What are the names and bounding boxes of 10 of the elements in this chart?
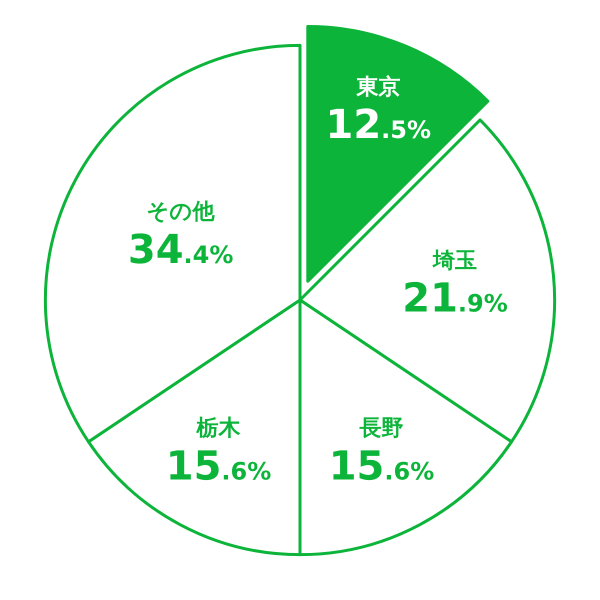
data-label: 34.4% xyxy=(128,226,234,273)
data-label: 15.6% xyxy=(166,443,272,490)
slice-label: 東京 xyxy=(355,74,400,100)
data-label: 21.9% xyxy=(402,275,508,322)
data-label: 12.5% xyxy=(325,102,432,148)
slice-label: その他 xyxy=(146,200,216,225)
data-label: 15.6% xyxy=(328,443,434,490)
slice-label: 栃木 xyxy=(196,416,242,442)
slice-label: 長野 xyxy=(358,416,404,442)
slice-label: 埼玉 xyxy=(432,248,477,274)
